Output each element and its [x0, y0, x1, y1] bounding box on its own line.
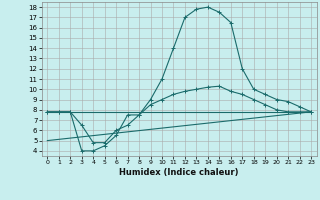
- X-axis label: Humidex (Indice chaleur): Humidex (Indice chaleur): [119, 168, 239, 177]
